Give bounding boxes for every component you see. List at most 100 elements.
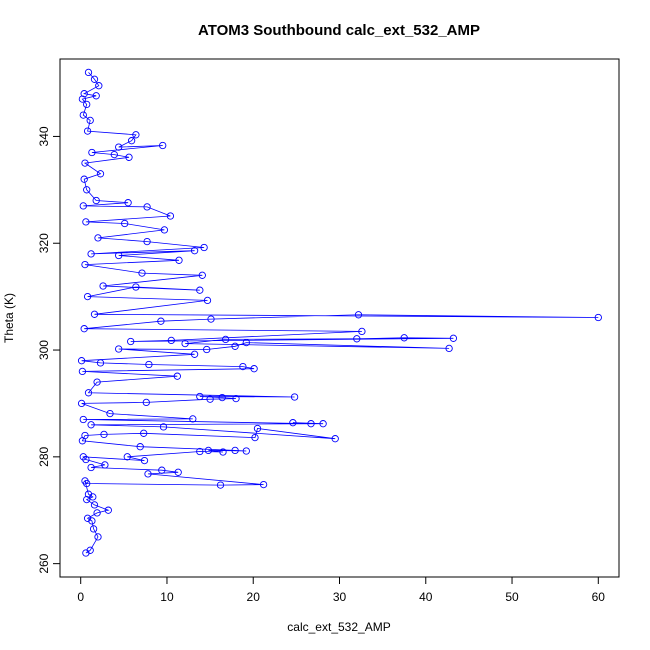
data-point [204,446,213,455]
data-point [216,481,225,489]
data-point [84,490,93,498]
data-point [90,75,99,83]
data-point [96,359,105,367]
data-point [86,546,94,554]
data-point [121,219,129,228]
data-point [175,256,183,264]
data-point [231,446,239,455]
data-point [96,170,105,178]
data-point [132,131,140,139]
data-point [115,345,123,353]
x-tick-label: 60 [592,590,606,604]
data-point [167,336,175,345]
data-point [124,199,132,207]
y-axis: 260 280 300 320 340 [37,126,61,574]
data-point [206,395,214,403]
series-line [81,72,599,554]
data-point [104,506,112,514]
data-point [143,203,151,211]
data-point [81,260,89,269]
data-point [190,350,199,358]
data-point [80,90,88,98]
x-tick-label: 10 [160,590,174,604]
data-point [92,196,100,205]
data-point [94,533,102,541]
data-point [145,360,153,369]
data-point [86,116,94,125]
data-point [83,514,92,522]
data-point [189,415,197,423]
data-point [142,398,150,407]
data-point [196,447,204,456]
data-point [158,466,166,474]
data-point [242,447,250,455]
data-point [354,311,363,319]
data-point [88,148,96,157]
data-point [196,392,204,401]
y-tick-label: 300 [37,340,51,360]
data-point [79,415,87,424]
data-point [83,100,91,109]
data-point [173,372,181,380]
data-point [203,296,212,305]
data-point [242,338,250,347]
data-point [89,525,98,533]
data-point [81,431,89,440]
data-point [115,251,123,260]
data-point [445,344,453,353]
data-point [132,283,140,291]
data-point [87,463,95,472]
data-point [90,310,99,318]
data-point [160,226,169,234]
data-point [174,468,182,476]
data-point [190,247,199,255]
data-point [83,127,92,135]
data-point [80,175,88,183]
data-point [219,448,227,456]
data-point [106,409,114,418]
data-point [203,345,211,354]
data-point [400,334,408,342]
data-point [79,111,87,119]
data-point [143,237,151,246]
data-point [90,501,99,509]
data-point [140,429,148,437]
data-point [290,393,299,401]
data-point [289,419,297,427]
data-point [110,150,118,159]
x-axis: 0 10 20 30 40 50 60 [77,576,606,604]
data-point [353,335,361,343]
data-point [79,202,87,210]
data-point [140,456,149,465]
data-point [144,470,152,478]
plot-frame [59,58,620,578]
data-point [77,399,86,408]
data-point [198,271,206,279]
data-point [78,367,87,376]
data-point [93,509,101,517]
data-point [87,250,95,258]
data-point [87,421,95,429]
y-tick-label: 340 [37,126,51,146]
y-axis-label: Theta (K) [2,293,16,343]
data-point [231,342,239,350]
data-point [250,365,258,373]
x-tick-label: 40 [419,590,433,604]
chart-title: ATOM3 Southbound calc_ext_532_AMP [198,22,480,39]
data-point [82,455,90,464]
data-point [138,269,146,277]
data-point [157,317,165,325]
x-tick-label: 20 [247,590,261,604]
data-point [84,389,93,397]
data-point [84,68,93,77]
data-point [83,479,91,488]
data-point [218,393,226,402]
data-point [181,339,189,348]
data-point [159,141,167,150]
y-tick-label: 260 [37,553,51,573]
y-tick-label: 320 [37,233,51,253]
data-point [100,430,108,439]
data-point [77,357,86,365]
data-point [81,159,89,167]
